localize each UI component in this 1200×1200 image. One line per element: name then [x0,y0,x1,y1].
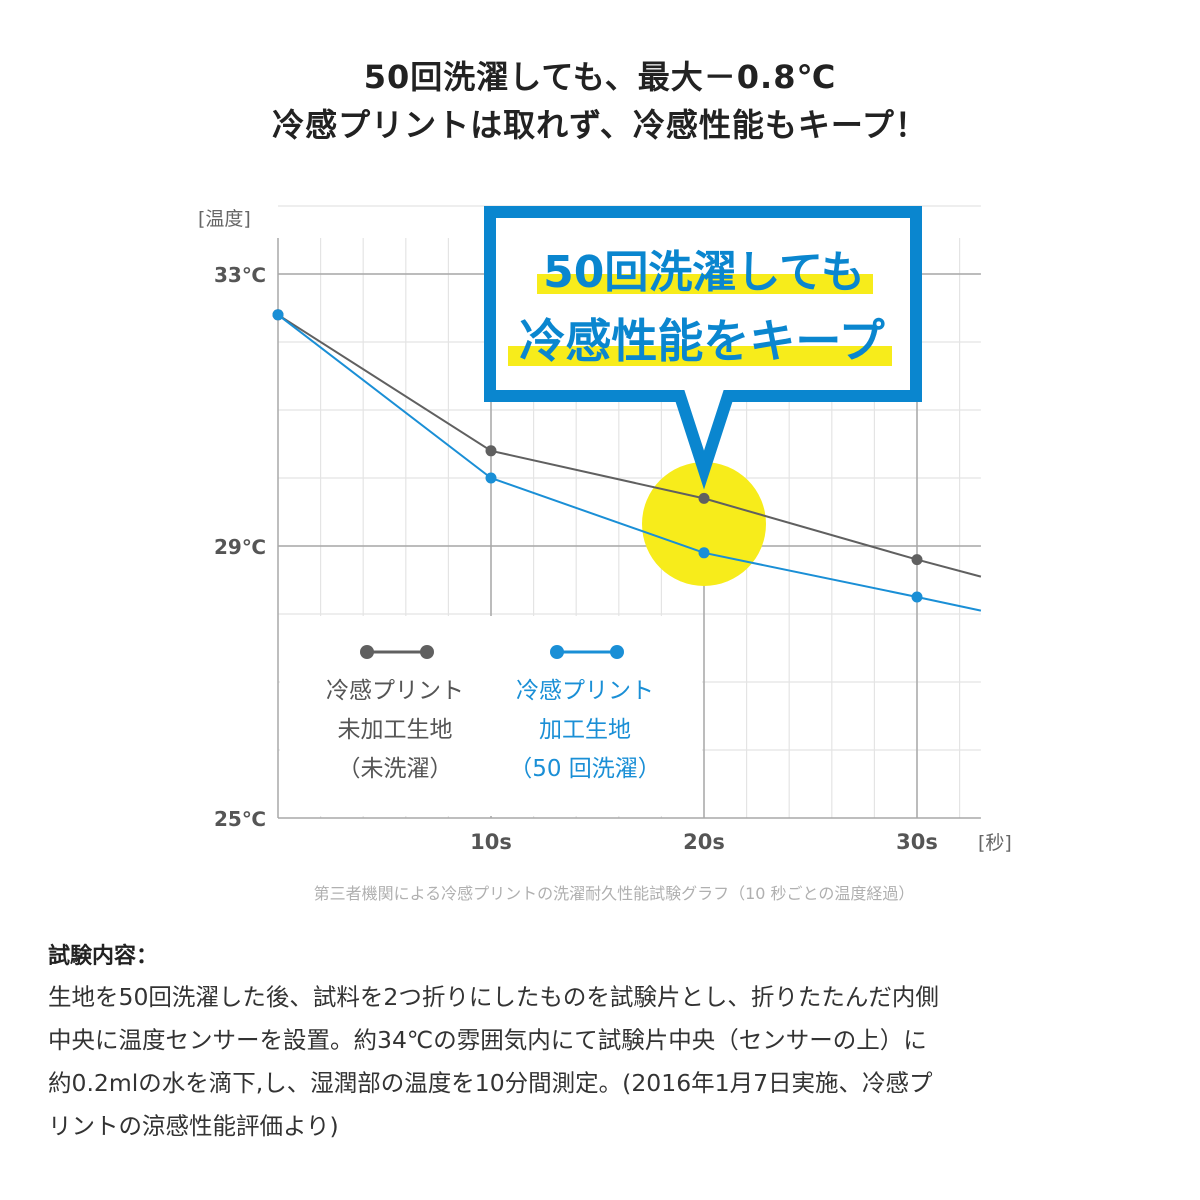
headline-line-2: 冷感プリントは取れず、冷感性能もキープ！ [272,106,928,144]
test-heading: 試験内容： [48,944,159,969]
data-point [911,554,923,566]
test-line-4: リントの涼感性能評価より) [48,1112,339,1140]
x-axis-label: [秒] [978,832,1012,854]
data-point [698,492,710,504]
legend-panel [280,616,702,816]
legend-marker [610,645,624,659]
legend-label: 冷感プリント [516,678,654,704]
data-point [698,547,710,559]
x-tick-label: 20s [683,830,725,854]
y-axis-label: [温度] [198,208,251,230]
y-tick-label: 33℃ [214,263,266,287]
y-tick-label: 25℃ [214,807,266,831]
data-point [485,445,497,457]
legend-marker [420,645,434,659]
y-tick-label: 29℃ [214,535,266,559]
legend-label: 加工生地 [539,717,631,743]
x-tick-label: 30s [896,830,938,854]
x-tick-label: 10s [470,830,512,854]
data-point [911,591,923,603]
test-line-3: 約0.2mlの水を滴下,し、湿潤部の温度を10分間測定。(2016年1月7日実施… [48,1069,933,1097]
callout-line-2: 冷感性能をキープ [519,314,884,368]
legend-label: （未洗濯） [338,756,453,782]
legend-marker [550,645,564,659]
test-line-2: 中央に温度センサーを設置。約34℃の雰囲気内にて試験片中央（センサーの上）に [48,1026,927,1054]
headline-line-1: 50回洗濯しても、最大－0.8℃ [363,58,837,96]
legend-label: （50 回洗濯） [509,756,661,782]
data-point [485,472,497,484]
legend-marker [360,645,374,659]
chart-caption: 第三者機関による冷感プリントの洗濯耐久性能試験グラフ（10 秒ごとの温度経過） [314,884,915,903]
callout-highlight-2 [508,346,892,366]
highlight-circle [642,462,766,586]
callout-highlight-1 [537,274,873,294]
callout-line-1: 50回洗濯しても [543,247,865,298]
legend-label: 冷感プリント [326,678,464,704]
legend-label: 未加工生地 [338,717,453,743]
test-line-1: 生地を50回洗濯した後、試料を2つ折りにしたものを試験片とし、折りたたんだ内側 [48,983,939,1011]
data-point [272,309,284,321]
